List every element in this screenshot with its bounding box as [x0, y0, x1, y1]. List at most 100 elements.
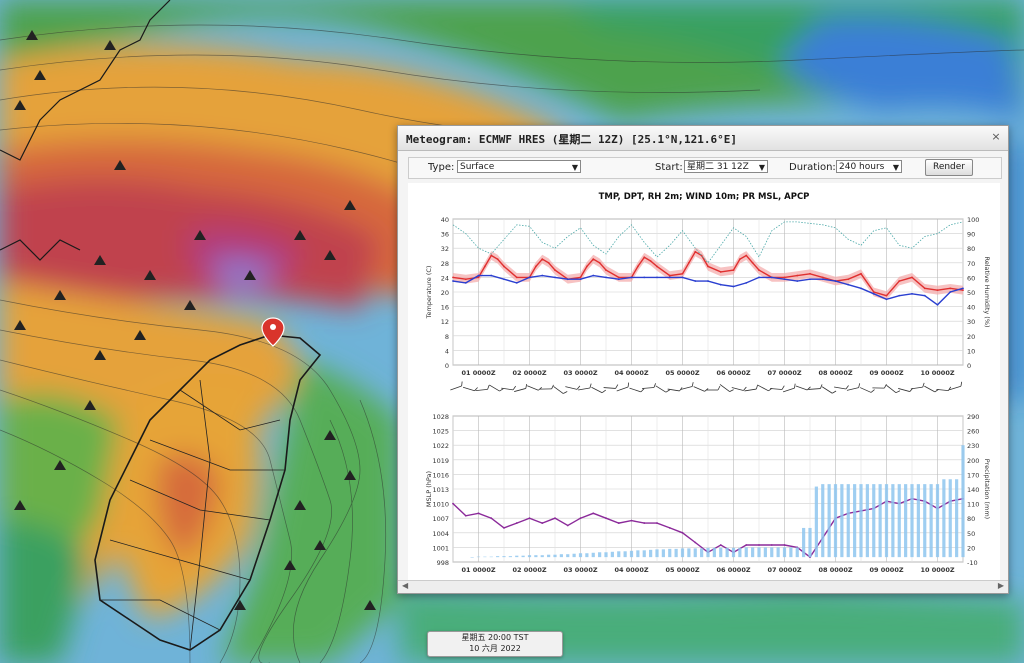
x-tick-label: 02 0000Z: [512, 369, 546, 377]
precip-bar: [961, 445, 965, 558]
wind-barb-flag: [665, 389, 670, 393]
precip-bar: [476, 556, 481, 558]
dew_point-point: [949, 291, 952, 293]
y-tick-label: 36: [441, 231, 449, 239]
precip-bar: [878, 484, 882, 558]
y-tick-label: 4: [445, 347, 449, 355]
meteogram-dialog: Meteogram: ECMWF HRES (星期二 12Z) [25.1°N,…: [397, 125, 1009, 594]
close-icon[interactable]: ×: [991, 130, 1001, 143]
wind-barb-flag: [922, 382, 925, 388]
precip-bar: [942, 479, 946, 558]
temperature-point: [860, 272, 862, 275]
dew_point-point: [515, 281, 518, 284]
wind-barb: [808, 384, 823, 390]
duration-select[interactable]: 240 hours ▼: [836, 160, 902, 173]
y-tick-label: 0: [445, 362, 449, 370]
taiwan-outline: [94, 334, 322, 651]
wind-barb: [501, 385, 517, 391]
precip-bar: [700, 548, 704, 558]
temperature-point: [541, 258, 544, 261]
location-pin-icon: [261, 317, 285, 347]
dialog-title-bar[interactable]: Meteogram: ECMWF HRES (星期二 12Z) [25.1°N,…: [398, 126, 1008, 151]
precip-bar: [891, 484, 895, 558]
mslp-point: [515, 522, 518, 524]
wind-barb-shaft: [719, 384, 730, 392]
meteogram-chart-area: TMP, DPT, RH 2m; WIND 10m; PR MSL, APCP …: [408, 183, 1000, 583]
meteogram-chart: TMP, DPT, RH 2m; WIND 10m; PR MSL, APCP …: [425, 192, 991, 574]
wind-barb-shaft: [693, 386, 705, 392]
wind-barb: [898, 387, 914, 392]
scroll-left-icon[interactable]: ◀: [402, 581, 409, 590]
precip-bar: [540, 555, 544, 558]
wind-barb-shaft: [680, 386, 693, 390]
dew_point-point: [796, 280, 799, 282]
wind-barb-flag: [487, 385, 490, 390]
dew_point-point: [605, 276, 607, 279]
temperature-point: [949, 287, 952, 290]
precip-bar: [680, 548, 685, 558]
wind-barb-flag: [794, 383, 796, 389]
wind-barb: [539, 384, 554, 390]
duration-select-value: 240 hours: [839, 162, 885, 172]
start-select[interactable]: 星期二 31 12Z ▼: [684, 160, 768, 173]
wind-barb: [641, 383, 656, 389]
mslp-point: [783, 544, 786, 546]
precip-bar: [916, 484, 920, 558]
dew_point-point: [579, 278, 582, 281]
y-tick-label: 1004: [432, 530, 449, 538]
precip-bar: [865, 484, 869, 558]
mslp-point: [656, 522, 658, 524]
temperature-point: [598, 261, 601, 264]
horizontal-scrollbar[interactable]: ◀ ▶: [398, 580, 1008, 593]
temperature-point: [885, 294, 888, 297]
precip-bar: [527, 555, 532, 558]
y-tick-label: 1028: [432, 413, 449, 421]
precip-bar: [559, 554, 563, 558]
valid-time: 星期五 20:00 TST: [461, 633, 529, 642]
precip-bar: [802, 527, 806, 558]
dew_point-point: [936, 303, 939, 306]
dew_point-point: [490, 274, 493, 277]
mslp-point: [617, 522, 620, 524]
x-tick-label: 05 0000Z: [665, 566, 699, 574]
dew_point-point: [783, 278, 786, 281]
precip-bar: [649, 549, 653, 558]
temperature-point: [547, 261, 550, 264]
wind-barb-shaft: [808, 388, 821, 390]
wind-barb-shaft: [886, 384, 897, 394]
y-right-tick-label: 200: [967, 457, 979, 465]
wind-barb-shaft: [667, 388, 680, 392]
wind-barb-flag: [691, 382, 694, 387]
precip-bar: [840, 484, 844, 558]
precip-bar: [693, 548, 697, 558]
wind-barb: [936, 386, 952, 392]
x-tick-label: 08 0000Z: [818, 566, 852, 574]
precip-bar: [897, 484, 901, 558]
dew_point-point: [834, 280, 837, 282]
y-right-axis-label: Relative Humidity (%): [983, 256, 991, 327]
temperature-point: [732, 269, 735, 271]
y-right-tick-label: 30: [967, 318, 975, 326]
scroll-right-icon[interactable]: ▶: [997, 581, 1004, 590]
wind-barb-flag: [845, 385, 849, 390]
x-tick-label: 08 0000Z: [818, 369, 852, 377]
precip-bar: [502, 556, 506, 558]
precip-bar: [884, 484, 889, 558]
precip-bar: [808, 527, 812, 558]
y-right-tick-label: 140: [967, 486, 979, 494]
y-tick-label: 12: [441, 318, 449, 326]
dew_point-point: [566, 278, 569, 281]
wind-barb-shaft: [578, 387, 590, 391]
wind-barb-shaft: [821, 386, 833, 394]
dew_point-point: [821, 278, 824, 281]
wind-barb: [757, 384, 773, 392]
mslp-point: [770, 544, 773, 546]
precip-bar: [821, 484, 825, 558]
x-tick-label: 09 0000Z: [869, 369, 903, 377]
render-button[interactable]: Render: [925, 159, 973, 176]
temperature-point: [490, 254, 493, 257]
precip-bar: [859, 484, 863, 558]
precip-bar: [712, 547, 716, 558]
wind-barb: [475, 385, 490, 392]
type-select[interactable]: Surface ▼: [457, 160, 581, 173]
